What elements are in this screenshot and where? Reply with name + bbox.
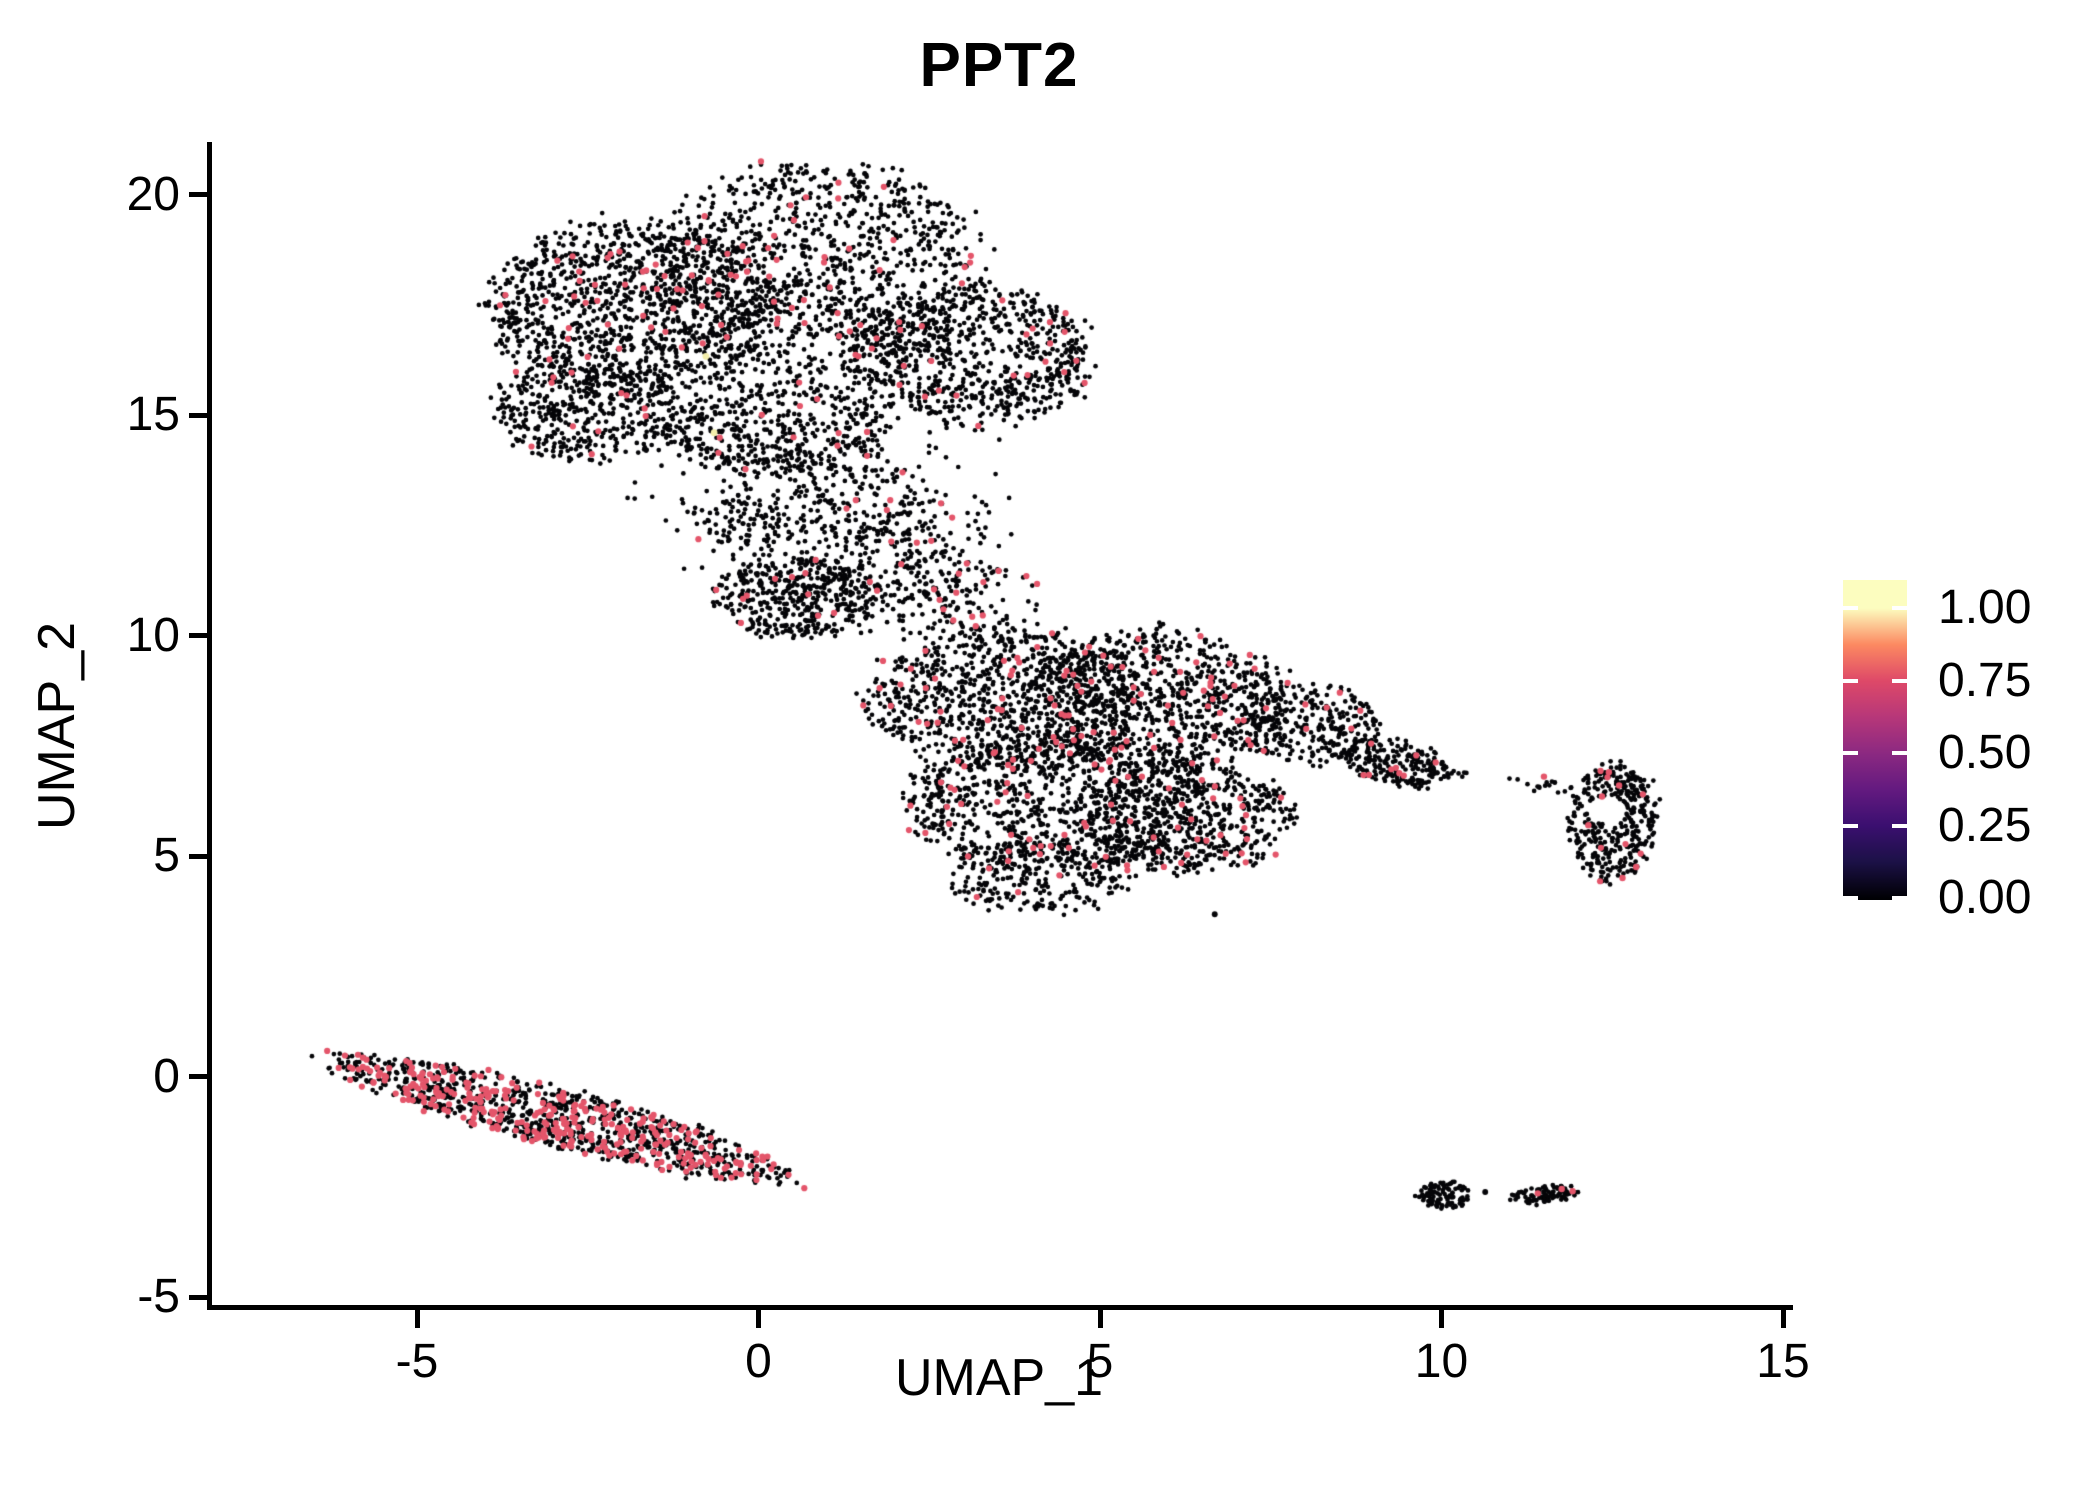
y-tick-label: 15 [126, 388, 180, 441]
x-tick-label: 0 [745, 1335, 772, 1388]
colorbar-tick-label: 0.50 [1938, 726, 2032, 779]
x-tick-mark [1097, 1309, 1103, 1328]
y-tick-label: 20 [126, 167, 180, 221]
y-tick-mark [189, 412, 208, 418]
colorbar-tick [1892, 896, 1907, 900]
x-axis-line [207, 1305, 1793, 1310]
y-tick-label: 5 [153, 829, 180, 882]
x-tick-label: -5 [395, 1335, 439, 1388]
colorbar-tick [1843, 896, 1858, 900]
x-tick-mark [756, 1309, 761, 1328]
colorbar-tick-label: 0.75 [1938, 653, 2032, 707]
x-tick-label: 5 [1086, 1335, 1114, 1388]
y-tick-mark [189, 633, 208, 638]
x-tick-label: 15 [1756, 1335, 1810, 1388]
colorbar-tick [1843, 606, 1858, 610]
colorbar-tick [1892, 823, 1907, 828]
y-tick-label: 0 [153, 1049, 180, 1103]
y-tick-mark [189, 1294, 208, 1300]
x-axis-title: UMAP_1 [894, 1349, 1104, 1407]
x-tick-mark [1439, 1309, 1444, 1328]
colorbar-tick [1843, 751, 1858, 755]
y-axis-line [207, 142, 212, 1310]
colorbar-tick-label: 0.25 [1938, 798, 2032, 852]
colorbar-tick [1892, 751, 1907, 755]
x-tick-mark [414, 1309, 420, 1328]
chart-title: PPT2 [919, 31, 1079, 100]
y-tick-mark [189, 192, 208, 197]
y-tick-mark [189, 853, 208, 859]
y-tick-label: -5 [137, 1270, 180, 1323]
y-tick-label: 10 [126, 608, 180, 662]
colorbar-tick [1892, 678, 1907, 683]
colorbar-tick [1843, 678, 1858, 683]
y-tick-mark [189, 1074, 208, 1079]
colorbar-tick-label: 1.00 [1938, 581, 2032, 634]
colorbar-gradient [1843, 580, 1907, 900]
x-tick-mark [1780, 1309, 1786, 1328]
colorbar-tick [1843, 823, 1858, 828]
colorbar-tick [1892, 606, 1907, 610]
colorbar-tick-label: 0.00 [1938, 871, 2032, 924]
x-tick-label: 10 [1414, 1335, 1469, 1388]
